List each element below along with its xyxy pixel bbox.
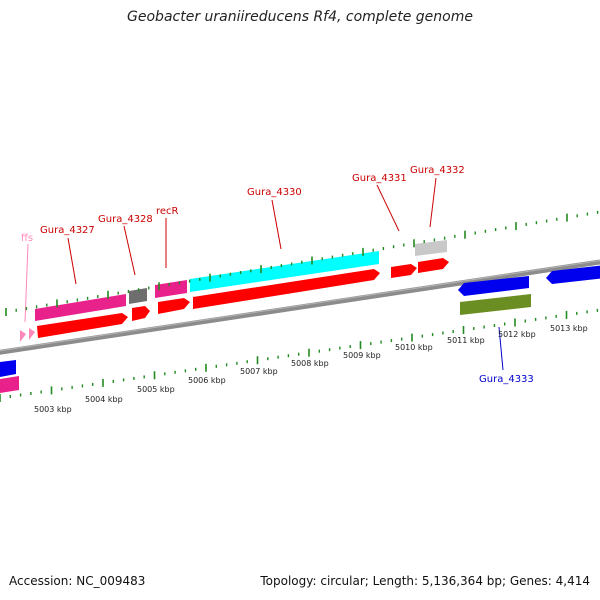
- gene-gura-4332-red[interactable]: [418, 258, 449, 273]
- gene-left-magenta[interactable]: [0, 376, 19, 393]
- axis-label-5008: 5008 kbp: [291, 359, 329, 368]
- gene-ffs-arrow-1[interactable]: [20, 330, 26, 342]
- leader-gura-4328: [123, 225, 136, 276]
- axis-label-5007: 5007 kbp: [240, 367, 278, 376]
- leader-gura-4330: [271, 199, 282, 250]
- gene-gura-4327-magenta[interactable]: [35, 294, 126, 321]
- gene-gura-4327-red[interactable]: [37, 313, 128, 338]
- gene-gura-4331-red[interactable]: [391, 264, 417, 278]
- reverse-genes: [0, 265, 600, 393]
- axis-label-5004: 5004 kbp: [85, 395, 123, 404]
- gene-recr-magenta[interactable]: [155, 280, 187, 298]
- genome-axis: [0, 259, 600, 355]
- gene-gura-4330-red[interactable]: [193, 269, 380, 309]
- map-title: Geobacter uraniireducens Rf4, complete g…: [127, 9, 473, 25]
- gene-label-gura-4327[interactable]: Gura_4327: [40, 225, 95, 236]
- label-leaders: [24, 177, 504, 371]
- gene-label-gura-4333[interactable]: Gura_4333: [479, 374, 534, 385]
- leader-gura-4333: [498, 326, 504, 371]
- leader-gura-4332: [429, 177, 437, 228]
- gene-next-blue[interactable]: [546, 265, 600, 284]
- gene-recr-red[interactable]: [158, 298, 190, 314]
- gene-labels: ffs Gura_4327 Gura_4328 recR Gura_4330 G…: [21, 165, 534, 385]
- axis-label-5012: 5012 kbp: [498, 330, 536, 339]
- forward-genes: [20, 240, 449, 342]
- gene-label-gura-4332[interactable]: Gura_4332: [410, 165, 465, 176]
- gene-label-gura-4331[interactable]: Gura_4331: [352, 173, 407, 184]
- leader-ffs: [24, 243, 29, 323]
- gene-gura-4328-red[interactable]: [132, 306, 150, 321]
- gene-left-blue[interactable]: [0, 360, 16, 377]
- gene-label-ffs[interactable]: ffs: [21, 233, 33, 244]
- forward-scale-ticks: [5, 210, 599, 316]
- gene-label-gura-4330[interactable]: Gura_4330: [247, 187, 302, 198]
- axis-label-5009: 5009 kbp: [343, 351, 381, 360]
- gene-label-gura-4328[interactable]: Gura_4328: [98, 214, 153, 225]
- axis-label-5010: 5010 kbp: [395, 343, 433, 352]
- gene-gura-4333-olive[interactable]: [460, 294, 531, 315]
- gene-label-recr[interactable]: recR: [156, 206, 179, 217]
- gene-gura-4332-lightgray[interactable]: [415, 240, 447, 256]
- axis-label-5006: 5006 kbp: [188, 376, 226, 385]
- genome-axis-highlight: [0, 260, 600, 352]
- leader-gura-4331: [376, 184, 400, 232]
- axis-label-5005: 5005 kbp: [137, 385, 175, 394]
- gene-gura-4333-blue[interactable]: [458, 276, 529, 296]
- gene-gura-4328-gray[interactable]: [129, 288, 147, 304]
- accession-text: Accession: NC_009483: [9, 574, 146, 588]
- reverse-scale-ticks: [0, 308, 599, 402]
- axis-label-5013: 5013 kbp: [550, 324, 588, 333]
- gene-gura-4330-cyan[interactable]: [190, 251, 379, 292]
- axis-labels: 5003 kbp 5004 kbp 5005 kbp 5006 kbp 5007…: [34, 324, 588, 414]
- axis-label-5011: 5011 kbp: [447, 336, 485, 345]
- genome-summary-text: Topology: circular; Length: 5,136,364 bp…: [260, 574, 590, 588]
- gene-ffs-arrow-2[interactable]: [29, 328, 35, 340]
- leader-gura-4327: [67, 237, 77, 285]
- axis-label-5003: 5003 kbp: [34, 405, 72, 414]
